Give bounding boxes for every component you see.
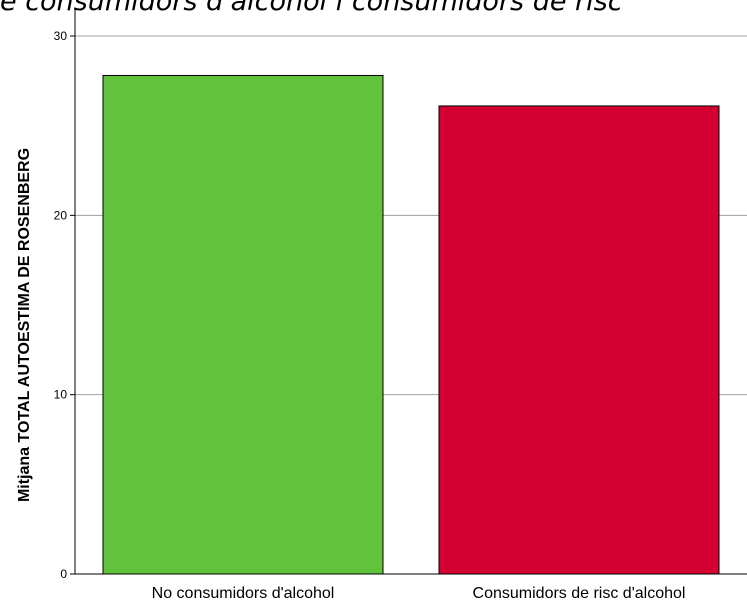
x-labels: No consumidors d'alcohol Consumidors de r… xyxy=(152,585,686,602)
bar-0 xyxy=(102,74,384,575)
x-category-label: Consumidors de risc d'alcohol xyxy=(473,585,686,602)
x-category-label: No consumidors d'alcohol xyxy=(152,585,335,602)
axes xyxy=(74,10,747,575)
y-ticks: 0 10 20 30 xyxy=(54,29,75,581)
y-axis-label: Mitjana TOTAL AUTOESTIMA DE ROSENBERG xyxy=(16,148,33,502)
y-tick-label: 20 xyxy=(54,208,68,222)
bars xyxy=(102,74,720,575)
bar-1 xyxy=(438,105,720,575)
y-tick-label: 30 xyxy=(54,29,68,43)
y-tick-label: 10 xyxy=(54,388,68,402)
y-tick-label: 0 xyxy=(60,567,67,581)
chart-title: e consumidors d'alcohol i consumidors de… xyxy=(0,0,623,17)
